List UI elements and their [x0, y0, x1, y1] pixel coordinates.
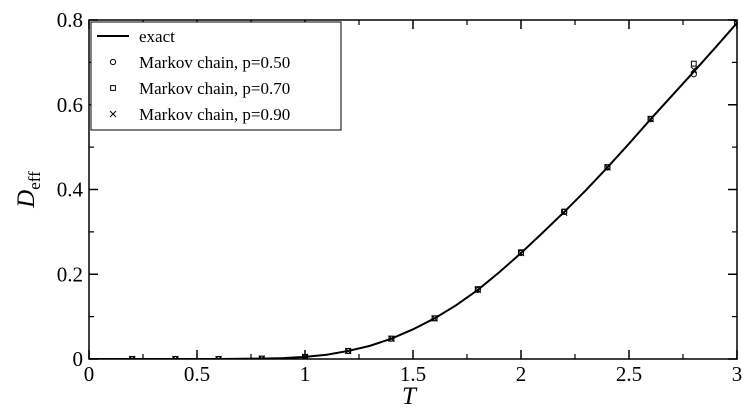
data-point-stroke-b [431, 314, 438, 322]
data-point [172, 356, 179, 359]
legend-box [90, 21, 342, 131]
data-point [344, 347, 352, 355]
data-point-stroke-b [647, 115, 654, 123]
data-point-stroke-b [217, 355, 222, 359]
data-point-stroke-b [474, 286, 482, 294]
y-axis-label-subscript: eff [25, 171, 44, 190]
data-point [647, 115, 654, 122]
legend-label: Markov chain, p=0.90 [139, 105, 290, 124]
x-axis-label: T [402, 383, 418, 407]
data-point [345, 348, 352, 354]
x-tick-label: 1.5 [400, 362, 426, 386]
x-tick-label: 1 [300, 362, 311, 386]
data-point-stroke-b [388, 335, 395, 343]
data-point [431, 315, 438, 322]
data-point [690, 66, 698, 73]
legend: exact Markov chain, p=0.50 Markov chain, p… [90, 21, 342, 131]
data-point [129, 356, 136, 359]
data-point-stroke-a [215, 355, 220, 359]
data-point-stroke-b [690, 66, 698, 73]
data-point [388, 335, 395, 343]
data-point [647, 115, 654, 123]
y-tick-label: 0.2 [57, 262, 83, 286]
data-point [517, 249, 525, 257]
data-point [128, 355, 136, 359]
data-point-stroke-b [517, 249, 525, 257]
x-tick-label: 2 [516, 362, 527, 386]
data-point [733, 20, 737, 27]
data-point [474, 286, 482, 294]
y-axis-label-main: D [13, 190, 40, 209]
legend-marker [109, 58, 117, 66]
legend-marker-stroke-b [109, 110, 117, 118]
data-point [561, 208, 568, 215]
data-point [690, 60, 697, 67]
data-point [604, 164, 611, 170]
data-point [215, 355, 222, 359]
data-point [518, 249, 524, 256]
legend-marker [109, 110, 117, 118]
y-tick-label: 0.6 [57, 93, 83, 117]
data-point [388, 335, 395, 342]
data-point-stroke-a [733, 20, 737, 24]
y-tick-label: 0.8 [57, 8, 83, 32]
legend-label: Markov chain, p=0.70 [139, 79, 290, 98]
legend-entry: exact [97, 27, 175, 46]
data-point-stroke-b [733, 22, 737, 27]
data-point-stroke-a [172, 355, 177, 359]
data-point [604, 164, 611, 171]
y-tick-label: 0.4 [57, 178, 84, 202]
x-tick-label: 0.5 [184, 362, 210, 386]
data-point-stroke-b [560, 209, 568, 217]
legend-entry: Markov chain, p=0.50 [109, 53, 290, 72]
legend-entry: Markov chain, p=0.70 [110, 79, 290, 98]
data-point [474, 286, 481, 292]
series-2 [129, 20, 737, 359]
data-point [560, 209, 568, 217]
y-axis-label: Deff [13, 171, 44, 209]
y-tick-label: 0 [73, 347, 84, 371]
data-point-stroke-b [174, 355, 179, 359]
x-tick-label: 2.5 [616, 362, 642, 386]
legend-label: exact [139, 27, 175, 46]
data-point [690, 71, 697, 78]
data-point [431, 314, 438, 322]
data-point-stroke-b [344, 347, 352, 355]
x-tick-label: 3 [732, 362, 742, 386]
data-point-stroke-b [604, 164, 611, 171]
x-tick-label: 0 [84, 362, 95, 386]
axes: 0 0.5 1 1.5 2 2.5 3 0 0.2 0.4 0.6 0.8 [57, 8, 742, 386]
data-point-stroke-a [128, 355, 133, 359]
data-point-stroke-b [131, 355, 136, 359]
legend-entry: Markov chain, p=0.90 [109, 105, 290, 124]
legend-marker [110, 85, 116, 91]
legend-label: Markov chain, p=0.50 [139, 53, 290, 72]
data-point [215, 356, 222, 359]
data-point [172, 355, 179, 359]
